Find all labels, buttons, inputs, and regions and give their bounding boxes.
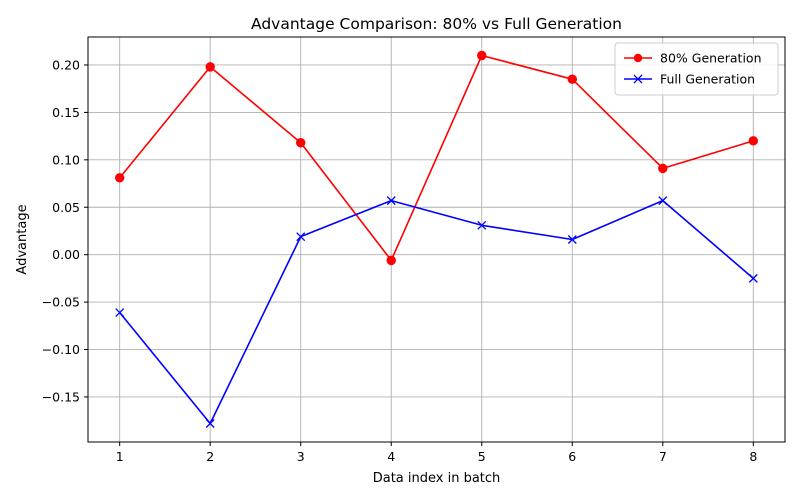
y-tick-label: 0.00 — [52, 247, 80, 262]
axis-ticks: 1 2 3 4 5 6 7 8 0.20 0.15 0.10 0.05 0.00 −0.05 −0.10 −0… — [42, 57, 758, 464]
series-layer — [114, 50, 759, 428]
x-marker-stroke — [296, 232, 306, 242]
data-point — [114, 173, 125, 183]
data-point — [296, 232, 306, 242]
data-point — [115, 308, 125, 317]
data-point — [296, 138, 306, 148]
x-tick-label: 2 — [206, 449, 214, 464]
legend-box — [614, 42, 779, 96]
y-tick-label: 0.15 — [52, 105, 80, 120]
x-marker-stroke — [205, 419, 215, 428]
data-point — [567, 235, 577, 244]
data-point — [477, 50, 487, 61]
y-tick-label: −0.10 — [42, 342, 80, 357]
legend-marker — [633, 74, 643, 84]
y-tick-label: 0.20 — [52, 57, 80, 72]
series-2 — [115, 196, 758, 428]
y-tick-label: 0.10 — [52, 152, 80, 167]
y-tick-label: 0.05 — [52, 200, 80, 215]
x-tick-label: 1 — [116, 449, 124, 464]
x-tick-label: 4 — [387, 449, 395, 464]
series-1 — [114, 50, 759, 266]
x-marker-stroke — [748, 273, 758, 283]
x-tick-label: 7 — [659, 449, 667, 464]
x-tick-label: 5 — [478, 449, 486, 464]
y-tick-label: −0.15 — [42, 389, 80, 404]
x-marker-stroke — [477, 220, 487, 230]
y-axis-title: Advantage — [15, 204, 30, 274]
data-point — [386, 255, 396, 266]
x-tick-label: 8 — [749, 449, 757, 464]
data-point — [748, 136, 759, 146]
data-point — [748, 273, 758, 283]
x-marker-stroke — [658, 196, 668, 206]
data-point — [386, 196, 396, 206]
series-line — [119, 199, 754, 425]
data-point — [567, 74, 577, 84]
legend: 80% Generation Full Generation — [614, 42, 779, 96]
chart-title: Advantage Comparison: 80% vs Full Genera… — [251, 15, 622, 33]
legend-entry: 80% Generation — [624, 51, 762, 66]
x-tick-label: 3 — [297, 449, 305, 464]
data-point — [205, 62, 215, 72]
legend-marker — [633, 53, 643, 63]
data-point — [658, 163, 668, 174]
data-point — [658, 196, 668, 206]
x-tick-label: 6 — [568, 449, 576, 464]
legend-label: Full Generation — [660, 72, 755, 87]
y-tick-label: −0.05 — [42, 295, 80, 310]
x-axis-title: Data index in batch — [373, 471, 501, 486]
data-point — [205, 419, 215, 428]
x-marker-stroke — [567, 235, 577, 244]
plot-frame — [87, 36, 786, 443]
grid — [88, 37, 785, 442]
data-point — [477, 220, 487, 230]
x-marker-stroke — [386, 196, 396, 206]
legend-entry: Full Generation — [624, 72, 755, 87]
x-marker-stroke — [115, 308, 125, 317]
series-line — [119, 54, 754, 262]
legend-label: 80% Generation — [660, 51, 762, 66]
